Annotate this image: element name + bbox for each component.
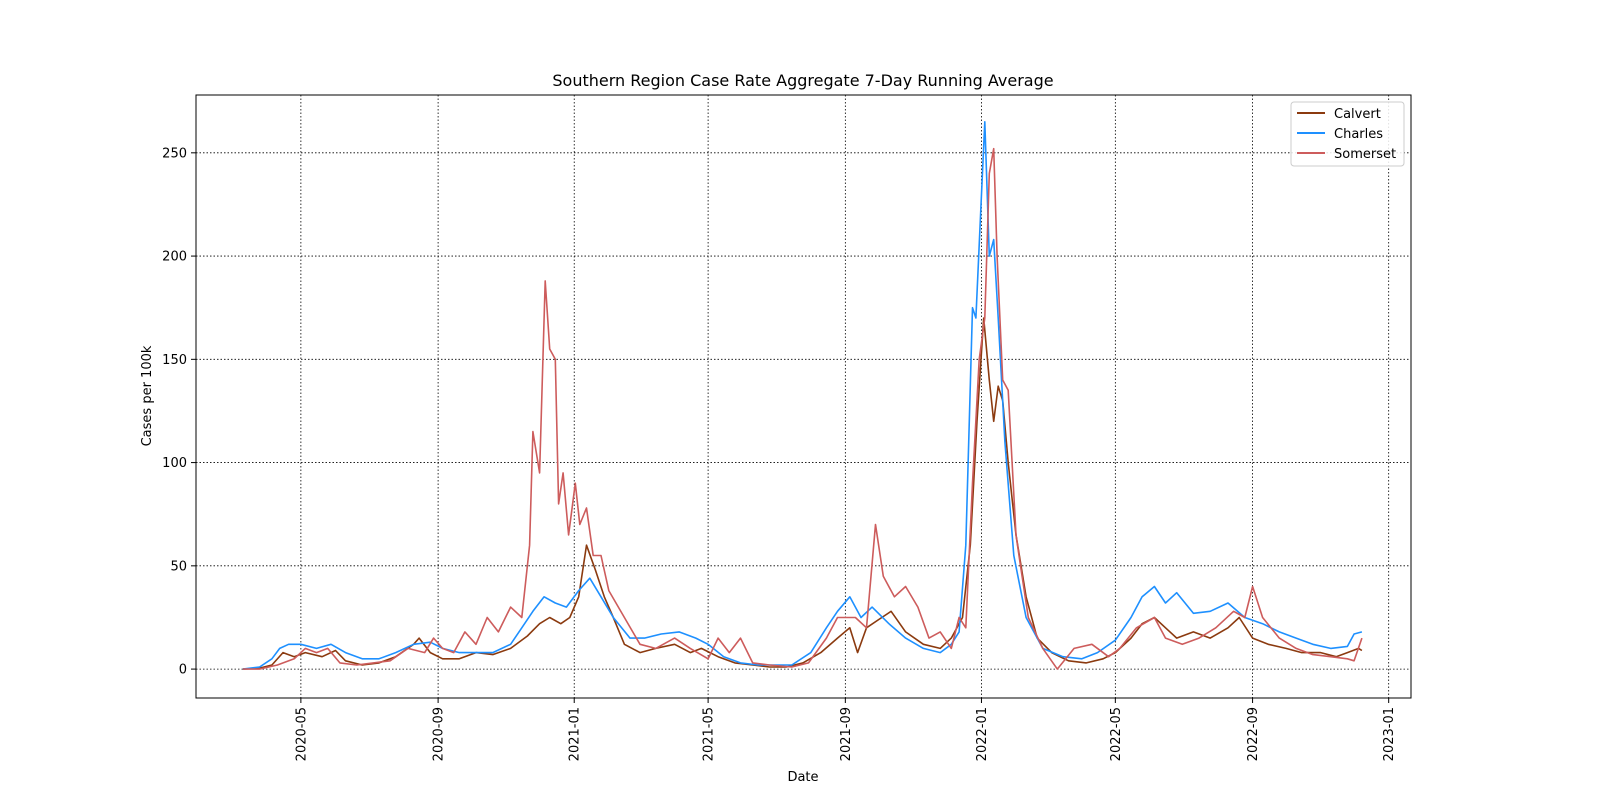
y-axis-label: Cases per 100k	[140, 345, 155, 446]
grid-layer	[196, 95, 1411, 698]
x-tick-label: 2021-09	[839, 707, 854, 761]
x-axis: 2020-05 2020-09 2021-01 2021-05 2021-09 2022-…	[294, 698, 1397, 761]
x-tick-label: 2021-01	[568, 707, 583, 761]
legend-label: Charles	[1334, 127, 1383, 142]
x-tick-label: 2020-09	[432, 707, 447, 761]
x-tick-label: 2020-05	[294, 707, 309, 761]
y-tick-label: 50	[170, 559, 187, 574]
x-tick-label: 2021-05	[702, 707, 717, 761]
y-tick-label: 250	[162, 146, 187, 161]
legend-label: Somerset	[1334, 147, 1396, 162]
y-tick-label: 100	[162, 456, 187, 471]
x-tick-label: 2022-01	[975, 707, 990, 761]
series-layer	[242, 121, 1363, 670]
x-tick-label: 2022-09	[1246, 707, 1261, 761]
plot-area-frame	[195, 94, 1412, 699]
series-line-somerset	[242, 147, 1363, 670]
chart-title: Southern Region Case Rate Aggregate 7-Da…	[552, 71, 1053, 90]
x-tick-label: 2022-05	[1109, 707, 1124, 761]
legend-box	[1290, 101, 1405, 167]
legend: Calvert Charles Somerset	[1290, 101, 1405, 167]
series-line-calvert	[242, 317, 1363, 670]
x-axis-label: Date	[787, 770, 818, 785]
x-tick-label: 2023-01	[1382, 707, 1397, 761]
series-line-charles	[242, 121, 1363, 670]
y-tick-label: 0	[179, 663, 187, 678]
y-tick-label: 200	[162, 250, 187, 265]
y-tick-label: 150	[162, 353, 187, 368]
y-axis: 0 50 100 150 200 250	[162, 146, 196, 678]
legend-label: Calvert	[1334, 107, 1381, 122]
